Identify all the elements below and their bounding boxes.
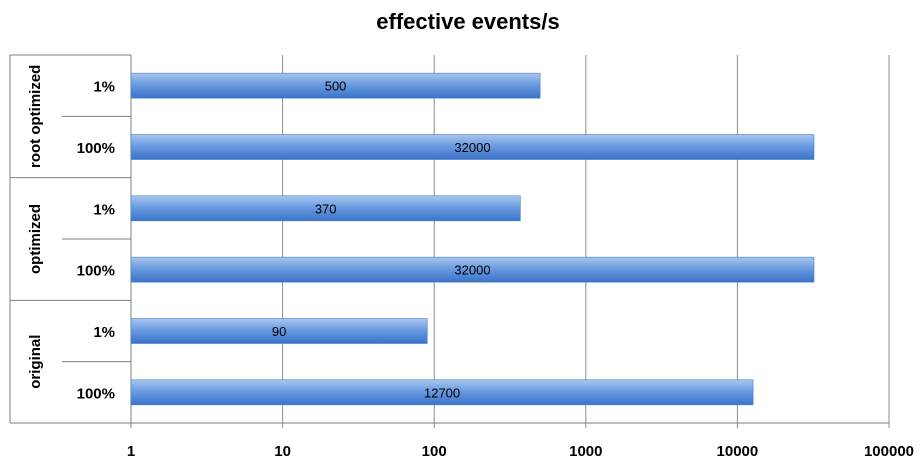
- category-label: 1%: [93, 324, 115, 341]
- bar: [130, 72, 541, 99]
- chart-title: effective events/s: [376, 9, 559, 34]
- group-label: optimized: [27, 204, 44, 274]
- category-label: 100%: [77, 140, 115, 157]
- category-label: 100%: [77, 263, 115, 280]
- category-label: 1%: [93, 201, 115, 218]
- data-label: 500: [325, 79, 347, 94]
- x-tick-label: 1: [127, 443, 135, 460]
- bar: [130, 195, 521, 222]
- category-label: 100%: [77, 385, 115, 402]
- data-label: 90: [272, 324, 286, 339]
- data-label: 32000: [454, 263, 490, 278]
- x-tick-label: 10000: [717, 443, 759, 460]
- bar: [130, 318, 428, 344]
- x-tick-label: 10: [274, 443, 291, 460]
- data-label: 370: [315, 201, 337, 216]
- group-label: root optimized: [27, 65, 44, 168]
- bar: [130, 379, 754, 406]
- x-tick-label: 1000: [569, 443, 602, 460]
- category-label: 1%: [93, 79, 115, 96]
- data-label: 12700: [424, 385, 460, 400]
- bar: [130, 134, 815, 160]
- x-tick-label: 100: [422, 443, 447, 460]
- data-label: 32000: [454, 140, 490, 155]
- group-label: original: [27, 335, 44, 389]
- x-tick-label: 100000: [864, 443, 914, 460]
- bar: [130, 256, 815, 283]
